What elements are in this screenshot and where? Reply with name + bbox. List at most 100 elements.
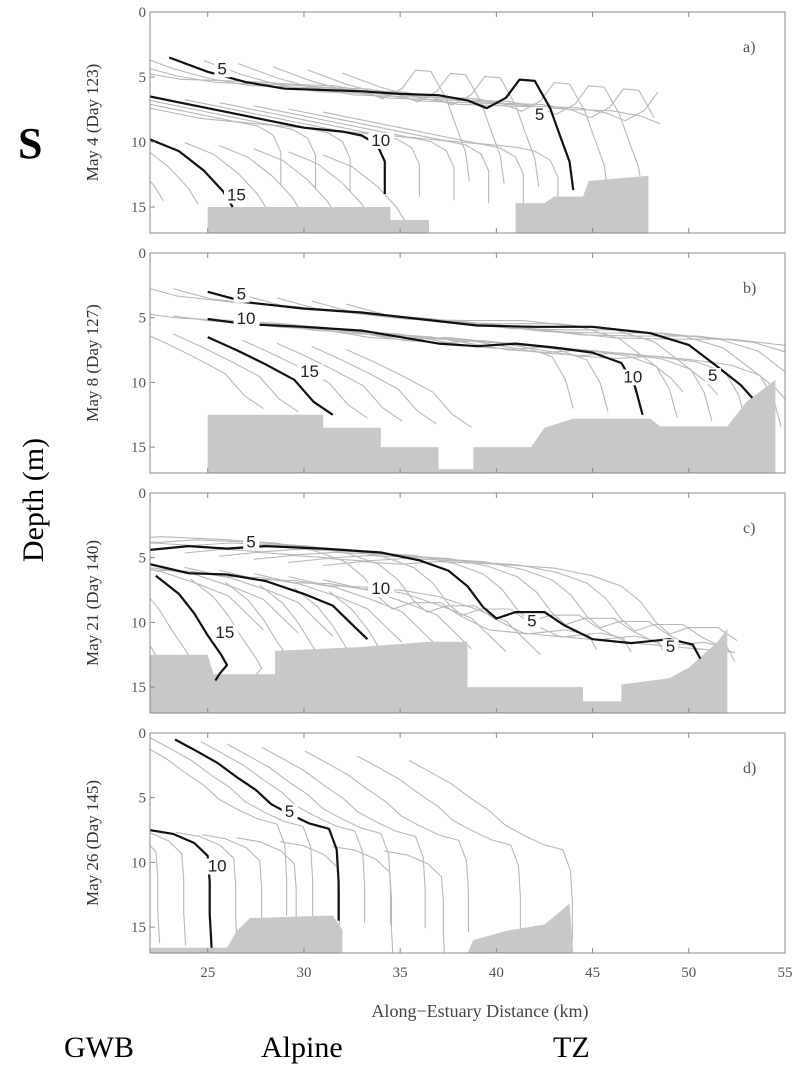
thin-contour-line — [331, 845, 394, 953]
y-tick-label: 15 — [131, 440, 146, 456]
bold-contour-10 — [207, 317, 644, 416]
thin-contour-line — [323, 561, 738, 641]
y-tick-label: 15 — [131, 920, 146, 936]
thin-contour-line — [253, 148, 338, 217]
thin-contour-line — [408, 759, 573, 942]
x-tick-label: 45 — [585, 965, 600, 981]
thin-contour-line — [346, 330, 782, 428]
x-tick-label: 30 — [296, 965, 311, 981]
thin-contour-line — [342, 72, 661, 125]
thin-contour-line — [184, 566, 403, 643]
panel-tag: d) — [743, 760, 756, 777]
thin-contour-line — [150, 844, 161, 944]
thin-contour-line — [383, 850, 446, 953]
thin-contour-line — [150, 68, 505, 184]
contour-label: 10 — [237, 309, 256, 328]
thin-contour-line — [172, 333, 299, 413]
bold-contour-15 — [155, 574, 229, 682]
panel-frame — [149, 732, 786, 954]
common-y-axis-label: Depth (m) — [17, 438, 50, 562]
bold-contour-15 — [150, 138, 234, 208]
thin-contour-line — [238, 63, 644, 197]
variable-label: S — [18, 119, 42, 168]
thin-contour-line — [150, 748, 288, 916]
y-tick-label: 15 — [131, 680, 146, 696]
panel-c: 5 10 15 5 5 0 5 10 15 c) May 21 (Day 140) — [83, 486, 786, 714]
panel-d: 5 10 0 5 10 15 d) May 26 (Day 145) — [83, 726, 786, 954]
y-tick-label: 10 — [131, 615, 146, 631]
panels-group: 5 10 5 15 0 5 10 15 a) May 4 (Day 123) 5 10 15 10 5 0 5 1… — [83, 5, 786, 954]
contour-label: 10 — [208, 856, 227, 875]
location-label-gwb: GWB — [64, 1031, 134, 1064]
thin-contour-line — [273, 66, 655, 119]
thin-contour-line — [150, 568, 334, 637]
thin-contour-line — [346, 348, 472, 428]
x-axis: 25 30 35 40 45 50 55 — [200, 965, 792, 981]
y-tick-label: 0 — [139, 726, 147, 742]
bold-contour-5 — [150, 544, 702, 660]
thin-contour-line — [150, 567, 299, 634]
thin-contour-line — [323, 111, 559, 210]
contour-label: 15 — [300, 362, 319, 381]
contour-label: 5 — [217, 59, 226, 78]
panel-ylabel: May 21 (Day 140) — [83, 540, 102, 666]
x-tick-label: 35 — [393, 965, 408, 981]
thin-contour-line — [150, 737, 314, 919]
thin-contour-line — [276, 342, 403, 422]
thin-contour-line — [226, 743, 392, 926]
thin-contour-line — [150, 832, 187, 946]
bottom-topography — [150, 175, 649, 233]
contour-label: 5 — [237, 285, 246, 304]
contour-label: 5 — [708, 366, 717, 385]
contour-label: 5 — [527, 611, 536, 630]
thin-contour-line — [253, 572, 472, 649]
contour-label: 5 — [285, 802, 294, 821]
thin-contour-line — [219, 551, 701, 650]
thin-contour-line — [311, 345, 438, 425]
x-axis-label: Along−Estuary Distance (km) — [371, 1001, 588, 1022]
x-tick-label: 55 — [778, 965, 793, 981]
thin-contour-line — [219, 569, 438, 646]
bold-contour-15 — [207, 336, 334, 416]
location-label-alpine: Alpine — [261, 1031, 343, 1064]
y-tick-label: 0 — [139, 5, 147, 21]
y-tick-label: 5 — [139, 551, 147, 567]
y-tick-label: 0 — [139, 486, 147, 502]
contour-label: 15 — [215, 623, 234, 642]
thin-contour-line — [288, 576, 507, 653]
contour-label: 10 — [623, 367, 642, 386]
thin-contour-line — [184, 141, 268, 211]
y-tick-label: 5 — [139, 311, 147, 327]
thin-contour-line — [304, 750, 470, 933]
thin-contour-line — [288, 557, 732, 653]
y-tick-label: 10 — [131, 135, 146, 151]
y-tick-label: 15 — [131, 200, 146, 216]
x-tick-label: 50 — [681, 965, 696, 981]
thin-contour-line — [150, 107, 282, 185]
panel-ylabel: May 4 (Day 123) — [83, 64, 102, 182]
y-tick-label: 10 — [131, 375, 146, 391]
panel-a: 5 10 5 15 0 5 10 15 a) May 4 (Day 123) — [83, 5, 786, 234]
x-tick-label: 40 — [489, 965, 504, 981]
bold-contour-10 — [150, 829, 213, 948]
bottom-topography — [207, 379, 776, 473]
bold-contour-10 — [150, 95, 386, 194]
bottom-topography — [150, 903, 574, 953]
x-tick-label: 25 — [200, 965, 215, 981]
contour-label: 5 — [246, 532, 255, 551]
thin-contour-line — [150, 69, 470, 181]
y-tick-label: 5 — [139, 70, 147, 86]
bold-contour-5 — [168, 56, 575, 191]
y-tick-label: 0 — [139, 246, 147, 262]
thin-contour-line — [150, 59, 540, 188]
thin-contour-line — [322, 154, 407, 223]
y-tick-label: 10 — [131, 855, 146, 871]
thin-contour-line — [150, 180, 164, 202]
thin-contour-line — [323, 579, 541, 656]
panel-tag: b) — [743, 280, 756, 297]
contour-label: 15 — [227, 186, 246, 205]
y-tick-label: 5 — [139, 791, 147, 807]
contour-label: 10 — [371, 579, 390, 598]
bold-contour-5 — [207, 290, 754, 399]
panel-ylabel: May 8 (Day 127) — [83, 304, 102, 422]
